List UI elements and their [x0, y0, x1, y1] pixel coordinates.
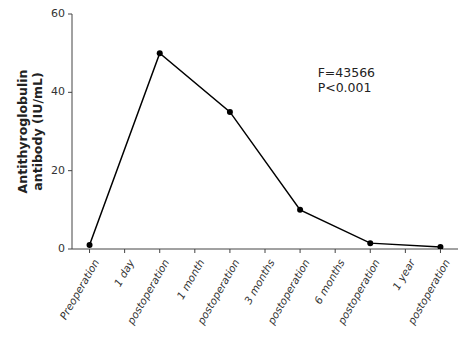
x-tick [194, 249, 195, 253]
x-tick-label: postoperation [405, 257, 452, 327]
x-tick-label: postoperation [124, 257, 171, 327]
x-tick-label: Preoperation [57, 257, 101, 321]
y-tick-label: 20 [51, 164, 65, 177]
chart: 0204060Preoperation1 daypostoperation1 m… [0, 0, 474, 341]
x-tick [229, 249, 230, 253]
y-tick [68, 92, 72, 93]
marker [367, 240, 373, 246]
marker [227, 109, 233, 115]
marker [437, 244, 443, 249]
x-tick [89, 249, 90, 253]
marker [87, 242, 93, 248]
x-tick [370, 249, 371, 253]
y-tick [68, 170, 72, 171]
y-tick-label: 60 [51, 7, 65, 20]
x-tick-label: 1 month [174, 257, 206, 301]
y-tick-label: 40 [51, 85, 65, 98]
y-axis-label: Antithyroglobulinantibody (IU/mL) [15, 70, 45, 194]
plot-area [87, 50, 444, 249]
x-tick [335, 249, 336, 253]
x-tick-label: 6 months [312, 257, 347, 306]
y-axis-line [72, 14, 73, 249]
x-tick [440, 249, 441, 253]
x-tick [159, 249, 160, 253]
y-tick-label: 0 [58, 242, 65, 255]
x-tick-label: postoperation [334, 257, 381, 327]
x-tick-label: 1 day [111, 256, 136, 288]
x-tick [265, 249, 266, 253]
y-tick [68, 249, 72, 250]
x-tick [405, 249, 406, 253]
x-tick-label: postoperation [194, 257, 241, 327]
x-tick-label: 1 year [390, 256, 417, 292]
line [90, 53, 441, 247]
x-tick [124, 249, 125, 253]
x-tick-label: 3 months [241, 257, 276, 306]
y-tick [68, 14, 72, 15]
x-tick-label: postoperation [264, 257, 311, 327]
marker [157, 50, 163, 56]
marker [297, 207, 303, 213]
x-tick [300, 249, 301, 253]
annotation: F=43566P<0.001 [318, 65, 375, 95]
